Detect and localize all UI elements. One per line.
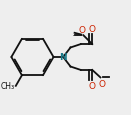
Text: O: O <box>98 79 105 88</box>
Text: N: N <box>59 53 67 62</box>
Text: methoxy: methoxy <box>73 34 79 35</box>
Text: O: O <box>89 82 96 91</box>
Text: CH₃: CH₃ <box>1 82 15 91</box>
Text: O: O <box>79 26 86 35</box>
Text: O: O <box>89 24 96 33</box>
